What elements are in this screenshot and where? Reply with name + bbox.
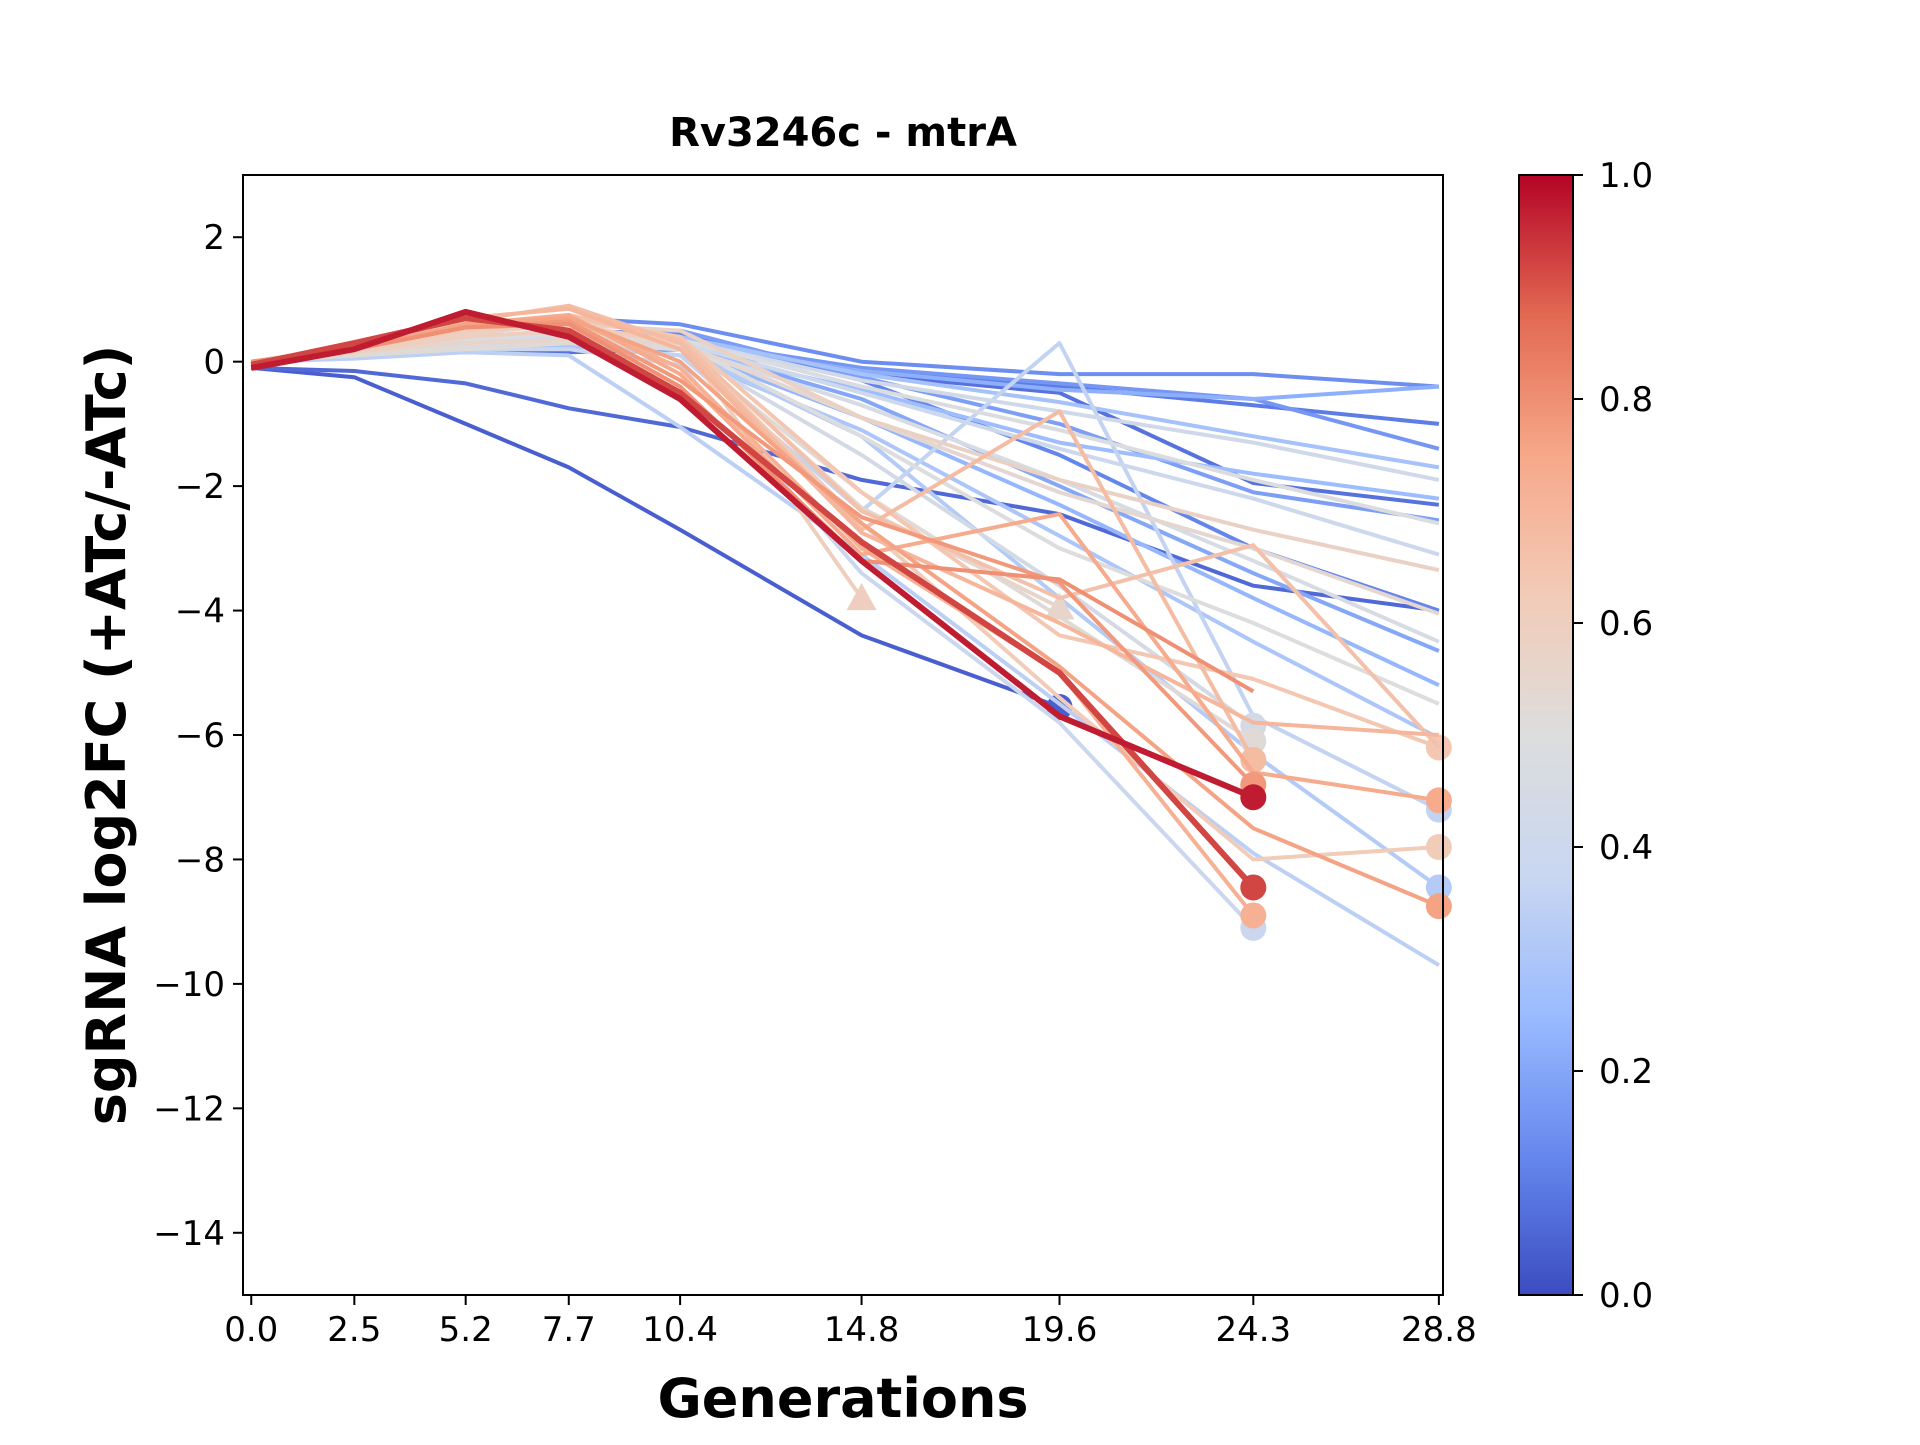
y-tick-label-1: 0 bbox=[203, 343, 225, 383]
colorbar-tick-label-2: 0.4 bbox=[1599, 828, 1653, 868]
colorbar-tick-label-1: 0.2 bbox=[1599, 1052, 1653, 1092]
y-tick-label-2: −2 bbox=[175, 467, 225, 507]
y-tick-label-5: −8 bbox=[175, 840, 225, 880]
colorbar-tick-label-3: 0.6 bbox=[1599, 604, 1653, 644]
colorbar bbox=[1518, 174, 1574, 1296]
x-axis: 0.0 2.5 5.2 7.7 10.4 14.8 19.6 24.3 28.8 bbox=[224, 1295, 1477, 1350]
series-line-0 bbox=[251, 365, 1061, 709]
series-line-40 bbox=[250, 308, 1255, 800]
series-end-marker-26 bbox=[1044, 592, 1075, 620]
y-tick-label-6: −10 bbox=[153, 965, 225, 1005]
chart-title: Rv3246c - mtrA bbox=[669, 110, 1017, 156]
series-end-marker-28 bbox=[846, 583, 877, 611]
x-tick-label-2: 5.2 bbox=[439, 1310, 493, 1350]
series-end-marker-40 bbox=[1240, 784, 1267, 811]
series-end-marker-34 bbox=[1240, 902, 1267, 929]
x-tick-label-3: 7.7 bbox=[542, 1310, 596, 1350]
series-end-marker-39 bbox=[1240, 874, 1267, 901]
y-tick-label-4: −6 bbox=[175, 716, 225, 756]
y-tick-label-0: 2 bbox=[203, 218, 225, 258]
series-end-marker-36 bbox=[1425, 893, 1452, 920]
series-layer bbox=[250, 303, 1452, 967]
x-tick-label-7: 24.3 bbox=[1215, 1310, 1291, 1350]
series-end-marker-14 bbox=[1425, 874, 1452, 901]
series-line-24 bbox=[251, 341, 1255, 743]
x-tick-label-5: 14.8 bbox=[824, 1310, 900, 1350]
x-tick-label-0: 0.0 bbox=[224, 1310, 278, 1350]
x-tick-label-6: 19.6 bbox=[1022, 1310, 1098, 1350]
y-tick-label-7: −12 bbox=[153, 1089, 225, 1129]
y-axis: 2 0 −2 −4 −6 −8 −10 −12 −14 bbox=[153, 218, 243, 1254]
x-tick-label-1: 2.5 bbox=[327, 1310, 381, 1350]
colorbar-axis: 0.0 0.2 0.4 0.6 0.8 1.0 bbox=[1573, 156, 1653, 1316]
y-tick-label-3: −4 bbox=[175, 592, 225, 632]
colorbar-tick-label-0: 0.0 bbox=[1599, 1276, 1653, 1316]
x-tick-label-4: 10.4 bbox=[642, 1310, 718, 1350]
y-axis-title: sgRNA log2FC (+ATc/-ATc) bbox=[75, 345, 138, 1126]
series-end-marker-35 bbox=[1425, 787, 1452, 814]
colorbar-tick-label-5: 1.0 bbox=[1599, 156, 1653, 196]
y-tick-label-8: −14 bbox=[153, 1214, 225, 1254]
series-end-marker-29 bbox=[1425, 834, 1452, 860]
x-axis-title: Generations bbox=[657, 1367, 1028, 1430]
colorbar-tick-label-4: 0.8 bbox=[1599, 380, 1653, 420]
x-tick-label-8: 28.8 bbox=[1401, 1310, 1477, 1350]
series-line-39 bbox=[250, 315, 1256, 890]
